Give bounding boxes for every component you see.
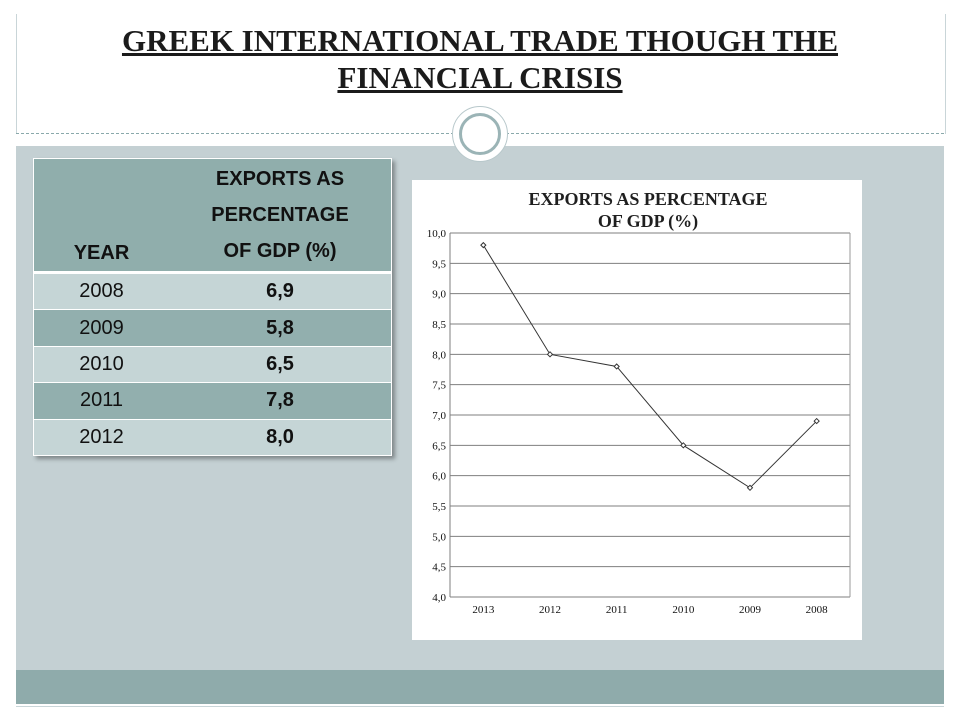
series-line (482, 244, 818, 489)
y-tick-label: 6,5 (432, 440, 446, 452)
column-header-year: YEAR (34, 159, 169, 274)
data-point (680, 442, 687, 449)
header-exports-line-1: EXPORTS AS (215, 168, 345, 190)
x-tick-label: 2010 (672, 604, 695, 616)
header-exports-line-3: OF GDP (%) (223, 240, 337, 262)
y-tick-label: 8,0 (432, 349, 446, 361)
y-tick-label: 9,0 (432, 289, 446, 301)
cell-value: 6,9 (169, 271, 391, 310)
y-tick-label: 10,0 (427, 228, 447, 240)
chart-title-line-2: OF GDP (%) (597, 211, 699, 231)
x-tick-label: 2013 (472, 604, 495, 616)
x-tick-label: 2008 (806, 604, 829, 616)
slide-title-line-2: FINANCIAL CRISIS (337, 60, 623, 95)
y-tick-label: 4,0 (432, 592, 446, 604)
decorative-circle-icon (452, 106, 508, 162)
table-row: 2011 7,8 (34, 382, 391, 420)
table-row: 2009 5,8 (34, 309, 391, 347)
table-row: 2012 8,0 (34, 418, 391, 455)
y-tick-label: 6,0 (432, 471, 446, 483)
table-row: 2008 6,9 (34, 271, 391, 310)
y-tick-label: 4,5 (432, 562, 446, 574)
cell-year: 2008 (34, 271, 169, 310)
x-tick-label: 2009 (739, 604, 762, 616)
cell-year: 2010 (34, 345, 169, 383)
table-header-row: YEAR EXPORTS AS PERCENTAGE OF GDP (%) (34, 159, 391, 274)
y-tick-label: 9,5 (432, 258, 446, 270)
chart-plot: 4,0 4,5 5,0 5,5 6,0 6,5 7,0 7,5 8,0 8,5 9,0 9,5 10,0… (427, 228, 851, 616)
cell-value: 6,5 (169, 345, 391, 383)
exports-table: YEAR EXPORTS AS PERCENTAGE OF GDP (%) 20… (33, 158, 392, 456)
header-exports-line-2: PERCENTAGE (211, 204, 349, 226)
x-tick-label: 2011 (606, 604, 628, 616)
y-tick-label: 8,5 (432, 319, 446, 331)
data-point (546, 351, 554, 358)
chart-title: EXPORTS AS PERCENTAGE OF GDP (%) (412, 188, 884, 232)
decorative-ring (459, 113, 501, 155)
cell-value: 5,8 (169, 309, 391, 347)
cell-value: 8,0 (169, 418, 391, 455)
bottom-border (16, 706, 944, 707)
cell-year: 2012 (34, 418, 169, 455)
chart-title-line-1: EXPORTS AS PERCENTAGE (528, 189, 768, 209)
data-point (813, 417, 820, 425)
y-tick-label: 7,5 (432, 380, 446, 392)
footer-bar (16, 670, 944, 704)
table-row: 2010 6,5 (34, 345, 391, 383)
column-header-exports: EXPORTS AS PERCENTAGE OF GDP (%) (169, 159, 391, 274)
data-point (480, 241, 487, 249)
data-point (746, 484, 754, 492)
y-tick-label: 7,0 (432, 410, 446, 422)
exports-chart: EXPORTS AS PERCENTAGE OF GDP (%) 4,0 4,5 5… (412, 180, 862, 640)
x-tick-label: 2012 (539, 604, 561, 616)
data-point (613, 363, 620, 370)
y-tick-label: 5,5 (432, 501, 446, 513)
y-tick-label: 5,0 (432, 531, 446, 543)
slide-title: GREEK INTERNATIONAL TRADE THOUGH THE FIN… (16, 22, 944, 96)
cell-year: 2011 (34, 382, 169, 420)
cell-year: 2009 (34, 309, 169, 347)
cell-value: 7,8 (169, 382, 391, 420)
slide-title-line-1: GREEK INTERNATIONAL TRADE THOUGH THE (121, 23, 839, 58)
